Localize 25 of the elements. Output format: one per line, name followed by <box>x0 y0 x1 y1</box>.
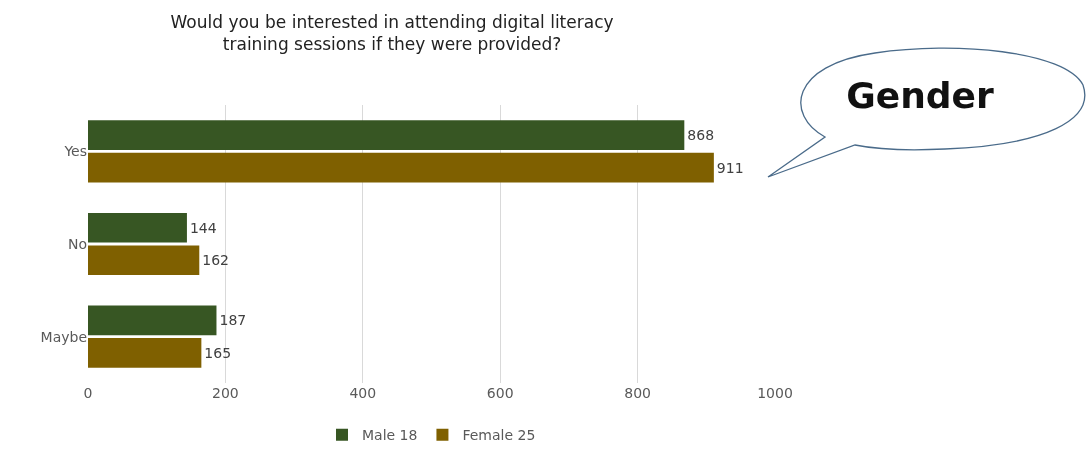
x-tick-label: 400 <box>349 385 377 401</box>
bar <box>88 338 202 368</box>
x-tick-label: 1000 <box>757 385 793 401</box>
x-tick-label: 200 <box>212 385 239 401</box>
x-tick-label: 600 <box>486 385 514 401</box>
bar <box>88 305 217 336</box>
y-tick-label: Yes <box>63 143 87 160</box>
data-label: 144 <box>189 219 217 236</box>
data-label: 187 <box>219 312 247 329</box>
x-tick-label: 800 <box>624 385 651 401</box>
chart-title: Would you be interested in attending digital literacy training sessions if they were provided? <box>170 11 614 54</box>
text: Gender <box>845 75 995 116</box>
data-label: 165 <box>204 344 232 361</box>
data-label: 162 <box>202 252 230 269</box>
y-tick-label: No <box>67 235 87 252</box>
y-tick-label: Maybe <box>40 328 87 345</box>
x-tick-label: 0 <box>83 385 93 401</box>
bar <box>88 245 200 276</box>
data-label: 911 <box>716 159 744 176</box>
bar <box>88 152 714 183</box>
data-label: 868 <box>687 127 715 144</box>
bar <box>88 212 187 243</box>
legend-label: Male 18 <box>362 427 418 444</box>
bar <box>88 120 685 150</box>
legend-label: Female 25 <box>462 427 536 444</box>
